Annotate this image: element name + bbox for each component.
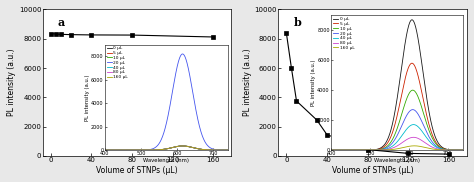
Text: b: b (293, 17, 301, 28)
Y-axis label: PL intensity (a.u.): PL intensity (a.u.) (7, 49, 16, 116)
X-axis label: Volume of STNPs (μL): Volume of STNPs (μL) (96, 166, 178, 175)
Y-axis label: PL intensity (a.u.): PL intensity (a.u.) (243, 49, 252, 116)
Text: a: a (58, 17, 65, 28)
X-axis label: Volume of STNPs (μL): Volume of STNPs (μL) (332, 166, 413, 175)
